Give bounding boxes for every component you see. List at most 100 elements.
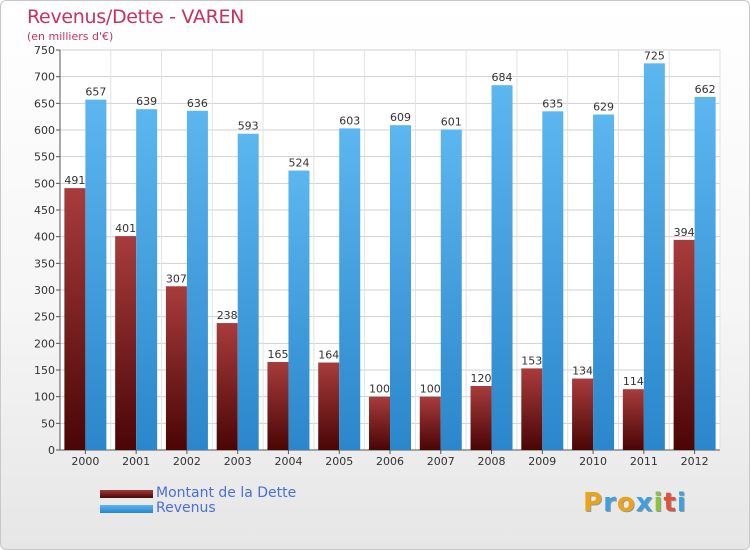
bar-dette <box>165 286 187 450</box>
bar-dette <box>369 396 390 450</box>
data-label: 639 <box>136 95 157 108</box>
y-tick-label: 400 <box>34 231 55 244</box>
data-label: 524 <box>288 157 309 170</box>
bar-revenus <box>643 63 665 450</box>
x-tick-label: 2005 <box>325 455 353 468</box>
bar-dette <box>622 389 644 450</box>
bar-revenus <box>694 96 716 450</box>
x-tick-label: 2010 <box>579 455 607 468</box>
x-tick-label: 2007 <box>427 455 455 468</box>
legend-swatch-dette <box>100 490 153 498</box>
x-tick-label: 2001 <box>122 455 150 468</box>
data-label: 164 <box>318 349 339 362</box>
data-label: 725 <box>644 49 665 62</box>
data-label: 134 <box>572 365 593 378</box>
bar-revenus <box>440 129 462 450</box>
y-tick-label: 0 <box>48 444 55 457</box>
data-label: 401 <box>115 222 136 235</box>
bars <box>64 63 716 451</box>
y-axis: 0 50 100 150 200 250 300 350 400 450 500 550 600 650 7… <box>34 44 61 457</box>
x-tick-label: 2000 <box>71 455 99 468</box>
x-tick-label: 2011 <box>630 455 658 468</box>
logo-letter: t <box>663 488 677 518</box>
data-label: 153 <box>521 354 542 367</box>
x-axis: 2000 2001 2002 2003 2004 2005 2006 2007 2008 2009… <box>60 449 720 468</box>
data-label: 114 <box>623 375 644 388</box>
bar-revenus <box>85 99 107 450</box>
legend-label-dette: Montant de la Dette <box>156 485 297 501</box>
logo-letter: P <box>583 488 604 518</box>
bar-dette <box>267 362 289 450</box>
data-label: 662 <box>695 83 716 96</box>
y-tick-label: 200 <box>34 337 55 350</box>
data-label: 603 <box>339 114 360 127</box>
legend-label-revenus: Revenus <box>156 500 216 516</box>
data-label: 100 <box>420 383 441 396</box>
data-label: 609 <box>390 111 411 124</box>
data-label: 100 <box>369 383 390 396</box>
logo-letter: i <box>653 488 664 518</box>
data-label: 684 <box>492 71 513 84</box>
x-tick-label: 2006 <box>376 455 404 468</box>
y-tick-label: 350 <box>34 257 55 270</box>
x-tick-label: 2012 <box>681 455 709 468</box>
data-label: 120 <box>471 372 492 385</box>
bar-dette <box>318 362 340 450</box>
data-label: 657 <box>85 86 106 99</box>
bar-revenus <box>186 110 208 451</box>
logo-letter: o <box>616 488 636 518</box>
logo-letter: r <box>603 488 617 518</box>
y-tick-label: 250 <box>34 311 55 324</box>
x-tick-label: 2008 <box>478 455 506 468</box>
y-tick-label: 600 <box>34 124 55 137</box>
y-tick-label: 750 <box>34 44 55 57</box>
bar-revenus <box>288 170 310 451</box>
bar-revenus <box>136 109 158 450</box>
x-tick-label: 2009 <box>528 455 556 468</box>
y-tick-label: 150 <box>34 364 55 377</box>
bar-revenus <box>390 125 411 450</box>
data-label: 635 <box>542 97 563 110</box>
bar-dette <box>673 239 695 450</box>
x-tick-label: 2003 <box>224 455 252 468</box>
y-tick-label: 450 <box>34 204 55 217</box>
y-tick-label: 500 <box>34 177 55 190</box>
bar-dette <box>115 236 137 450</box>
data-label: 238 <box>217 309 238 322</box>
y-tick-label: 50 <box>41 417 55 430</box>
bar-revenus <box>237 133 259 450</box>
data-label: 491 <box>64 174 85 187</box>
chart-subtitle: (en milliers d'€) <box>27 30 114 43</box>
y-tick-label: 550 <box>34 151 55 164</box>
y-tick-label: 700 <box>34 71 55 84</box>
bar-revenus <box>339 128 361 450</box>
data-label: 629 <box>593 101 614 114</box>
legend-swatch-revenus <box>100 505 153 513</box>
bar-dette <box>216 323 238 450</box>
logo-letter: i <box>676 488 687 518</box>
bar-dette <box>521 368 543 450</box>
bar-revenus <box>491 85 513 450</box>
y-tick-label: 650 <box>34 97 55 110</box>
data-labels: 491 657 401 639 307 636 238 593 165 524 164 603 100 6… <box>64 49 715 395</box>
data-label: 394 <box>674 226 695 239</box>
bar-revenus <box>593 114 615 451</box>
bar-dette <box>64 188 86 450</box>
data-label: 636 <box>187 97 208 110</box>
logo-letter: x <box>635 488 654 518</box>
proxiti-logo: Proxiti <box>583 488 687 518</box>
y-tick-label: 300 <box>34 284 55 297</box>
y-tick-label: 100 <box>34 391 55 404</box>
chart-title: Revenus/Dette - VAREN <box>27 6 245 28</box>
x-tick-label: 2004 <box>274 455 302 468</box>
data-label: 601 <box>441 115 462 128</box>
bar-dette <box>419 396 441 450</box>
data-label: 165 <box>267 348 288 361</box>
x-tick-label: 2002 <box>173 455 201 468</box>
bar-revenus <box>542 111 564 450</box>
data-label: 307 <box>166 272 187 285</box>
bar-dette <box>470 386 492 450</box>
bar-dette <box>572 378 594 450</box>
data-label: 593 <box>238 120 259 133</box>
